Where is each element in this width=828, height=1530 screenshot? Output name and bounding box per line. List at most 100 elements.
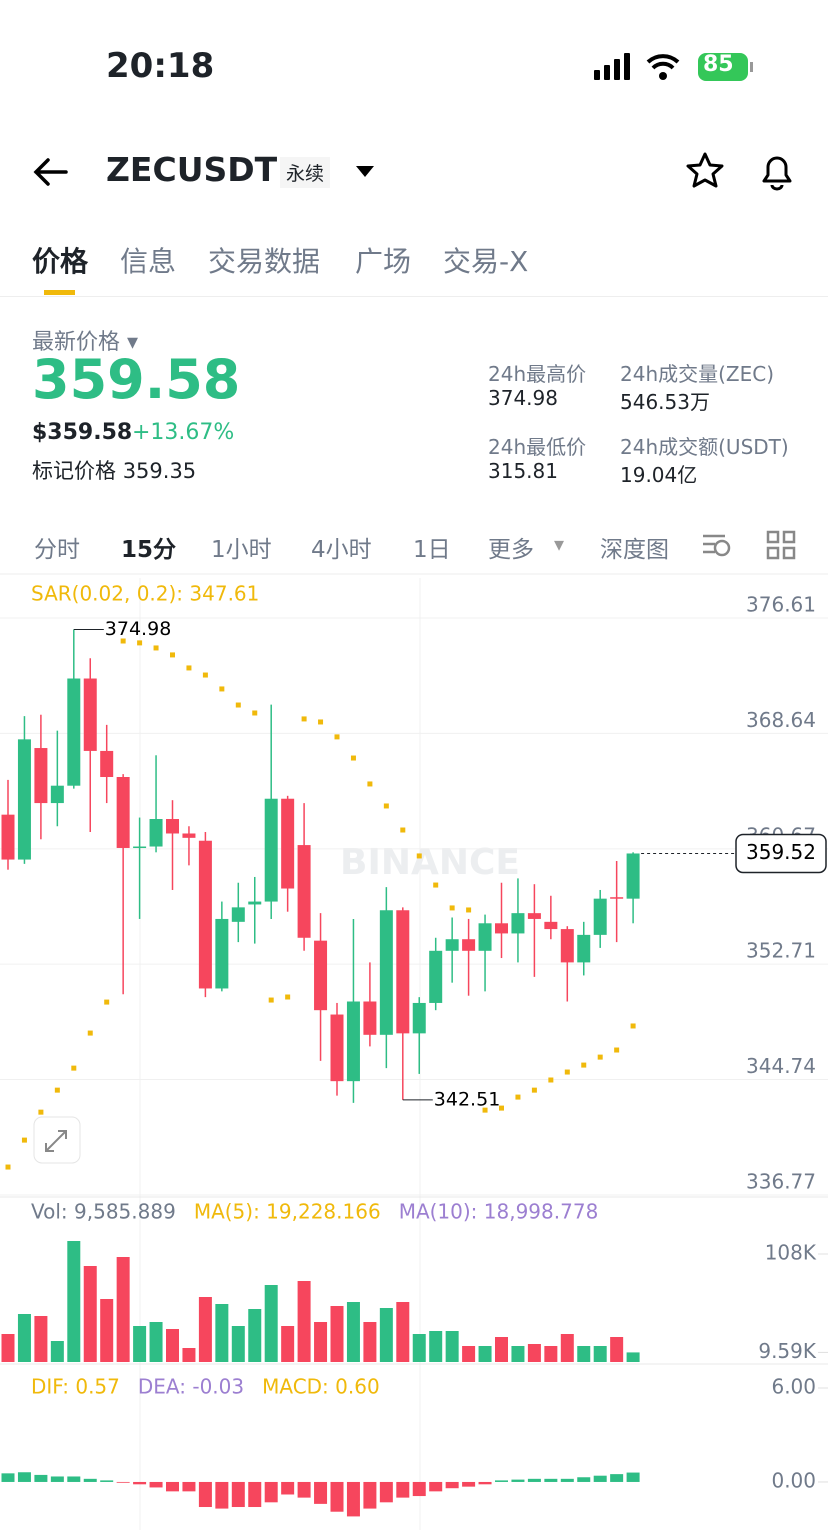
stat-label: 24h成交额(USDT) [620, 435, 789, 459]
bar [462, 1481, 476, 1487]
bar [379, 1481, 393, 1503]
candle-body [560, 929, 574, 963]
dropdown[interactable]: ▾ [554, 532, 565, 556]
bar [215, 1304, 229, 1362]
bar [495, 1480, 508, 1482]
sar-dot [318, 719, 324, 725]
bar [34, 1316, 48, 1362]
last-price: 359.58 [32, 348, 241, 411]
sar-dot [186, 665, 192, 671]
bar [182, 1481, 196, 1492]
sar-dot [400, 827, 406, 833]
tab[interactable]: 信息 [120, 245, 177, 278]
interval[interactable]: 1日 [413, 537, 451, 563]
y-tick-label: 108K [765, 1241, 817, 1265]
expand-icon [45, 1130, 67, 1152]
bar [527, 1344, 541, 1362]
candle-body [83, 678, 97, 751]
bar [281, 1326, 295, 1362]
candle-body [462, 939, 476, 951]
bar [248, 1481, 262, 1508]
sar-dot [334, 734, 340, 740]
legend-item: MA(10): 18,998.778 [399, 1200, 599, 1224]
sar-dot [219, 686, 225, 692]
legend-item: DIF: 0.57 [31, 1375, 120, 1399]
candle-body [231, 907, 245, 922]
tab[interactable]: 广场 [355, 245, 412, 278]
badge: 永续 [280, 157, 331, 188]
interval[interactable]: 分时 [34, 537, 80, 563]
change: +13.67% [132, 420, 235, 445]
candle-body [264, 798, 278, 902]
sar-dot [581, 1062, 587, 1068]
back[interactable] [30, 152, 75, 192]
bar [577, 1477, 591, 1482]
bar [429, 1481, 443, 1492]
sar-dot [285, 994, 291, 1000]
interval[interactable]: 更多 [488, 537, 534, 563]
interval[interactable]: 15分 [121, 537, 177, 563]
y-tick-label: 0.00 [771, 1468, 816, 1492]
sar-dot [137, 640, 143, 646]
usd-price: $359.58 [32, 420, 133, 445]
bar [346, 1302, 360, 1362]
candle-body [166, 819, 179, 834]
divider [0, 296, 828, 297]
sar-dot [548, 1077, 554, 1083]
star[interactable] [684, 150, 726, 192]
legend-item: MA(5): 19,228.166 [194, 1200, 381, 1224]
bar [198, 1297, 212, 1362]
sar-dot [367, 781, 373, 787]
interval[interactable]: 深度图 [600, 537, 669, 563]
bar [577, 1346, 591, 1362]
bar [281, 1481, 295, 1495]
symbol[interactable]: ZECUSDT [106, 150, 278, 189]
chart-tools[interactable] [700, 530, 810, 562]
legend-item: MACD: 0.60 [262, 1375, 380, 1399]
annotation: 342.51 [434, 1088, 500, 1110]
bar [626, 1472, 640, 1482]
text: 标记价格 [32, 459, 116, 483]
bar [412, 1481, 426, 1497]
bar [149, 1322, 163, 1362]
bar [17, 1472, 31, 1482]
latest-label: 最新价格 ▾ [32, 330, 139, 355]
stat-label: 24h最高价 [488, 362, 587, 386]
bar [593, 1346, 607, 1362]
bar [560, 1334, 574, 1362]
bar [17, 1314, 31, 1362]
tab[interactable]: 交易数据 [208, 245, 321, 278]
indicator-label: SAR(0.02, 0.2): 347.61 [31, 582, 259, 606]
candle-body [412, 1002, 426, 1034]
interval[interactable]: 4小时 [311, 537, 372, 563]
watermark: BINANCE [340, 842, 520, 883]
bar [166, 1481, 179, 1492]
sar-dot [120, 638, 126, 644]
candle-body [429, 950, 443, 1003]
candle-body [330, 1014, 344, 1082]
candle-body [116, 777, 130, 848]
bar [133, 1481, 147, 1485]
bar [626, 1352, 640, 1362]
dropdown[interactable] [354, 163, 378, 179]
bar [314, 1322, 328, 1362]
stat-value: 546.53万 [620, 390, 710, 414]
bar [593, 1475, 607, 1482]
bell[interactable] [756, 150, 798, 192]
interval[interactable]: 1小时 [211, 537, 272, 563]
sar-dot [38, 1109, 44, 1115]
bar [445, 1331, 459, 1362]
tab-indicator [44, 290, 75, 295]
bar [231, 1326, 245, 1362]
battery: 85 [703, 52, 734, 77]
y-tick-label: 376.61 [746, 592, 816, 616]
bar [149, 1481, 163, 1488]
bar [527, 1478, 541, 1482]
candle-body [495, 923, 508, 934]
tab[interactable]: 价格 [32, 245, 89, 278]
sar-dot [301, 716, 307, 722]
tab[interactable]: 交易-X [443, 245, 529, 278]
sar-dot [87, 1030, 93, 1036]
candle-body [67, 678, 81, 786]
